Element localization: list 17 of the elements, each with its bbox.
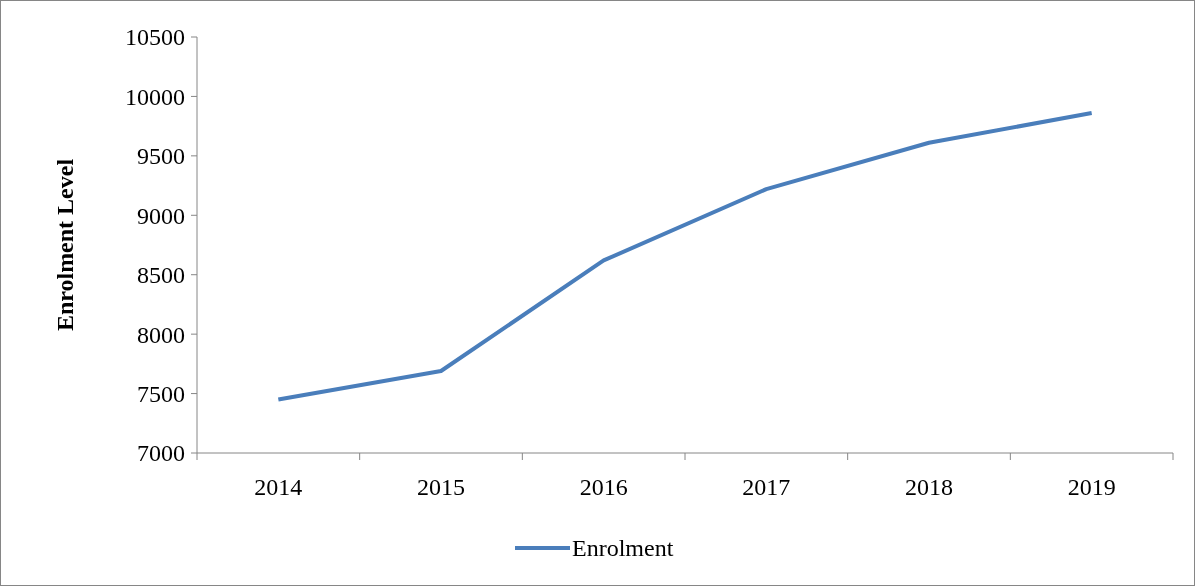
y-tick-label: 9500 (137, 143, 185, 170)
x-tick-label: 2018 (905, 474, 953, 500)
x-tick-label: 2015 (417, 474, 465, 500)
line-series (276, 111, 1094, 402)
x-tick-label: 2016 (579, 474, 628, 500)
y-tick-label: 7500 (137, 380, 185, 407)
x-tick-label: 2019 (1067, 474, 1116, 500)
y-tick-label: 8500 (137, 262, 185, 289)
legend-label: Enrolment (572, 535, 674, 562)
x-tick-label: 2017 (742, 474, 791, 500)
y-tick-label: 10500 (125, 24, 185, 51)
y-axis-title: Enrolment Level (52, 158, 78, 332)
x-tick-label: 2014 (254, 474, 303, 500)
y-tick-label: 8000 (137, 321, 185, 348)
y-tick-label: 7000 (137, 440, 185, 467)
y-tick-label: 10000 (125, 83, 185, 110)
y-tick-label: 9000 (137, 202, 185, 229)
